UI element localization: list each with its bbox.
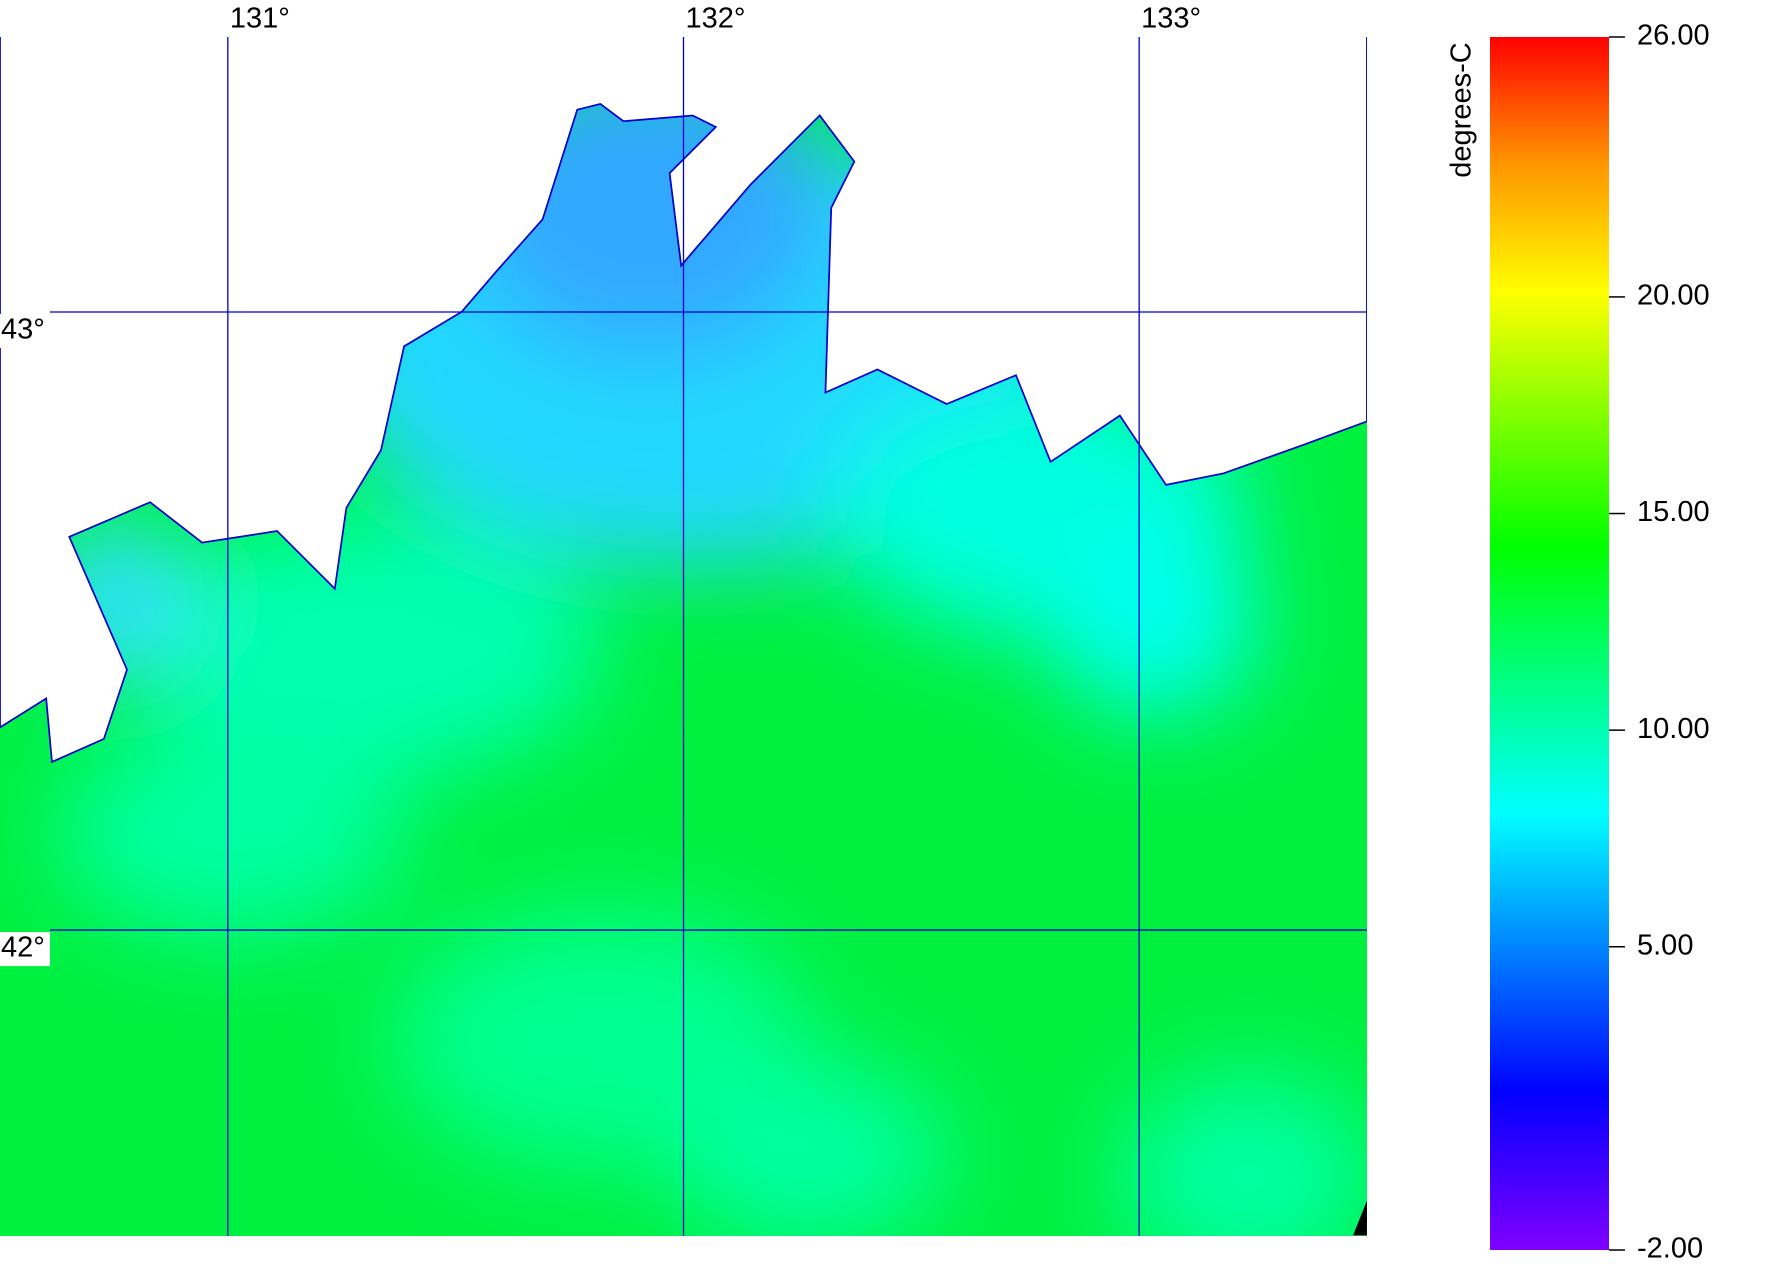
longitude-label: 131° (230, 3, 290, 35)
longitude-label: 132° (686, 3, 746, 35)
colorbar-tick-label: -2.00 (1637, 1233, 1703, 1265)
latitude-label: 43° (1, 314, 45, 346)
colorbar-tick-label: 15.00 (1637, 496, 1710, 528)
colorbar-title: degrees-C (1446, 42, 1478, 177)
colorbar-tick-label: 20.00 (1637, 280, 1710, 312)
land (0, 37, 1367, 1236)
latitude-label: 42° (1, 932, 45, 964)
sst-field (0, 37, 1367, 1236)
colorbar (1490, 37, 1609, 1250)
longitude-label: 133° (1141, 3, 1201, 35)
colorbar-tick-label: 10.00 (1637, 713, 1710, 745)
latitude-label-bg (0, 932, 50, 967)
colorbar-tick-label: 26.00 (1637, 20, 1710, 52)
colorbar-tick-label: 5.00 (1637, 929, 1693, 961)
latitude-label-bg (0, 314, 50, 349)
